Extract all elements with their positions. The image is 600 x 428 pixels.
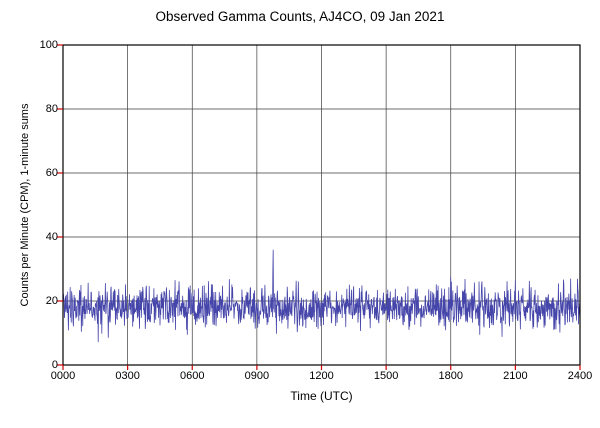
x-axis-label: Time (UTC) (290, 389, 353, 403)
x-tick-label: 1200 (309, 370, 334, 382)
y-tick-label: 0 (51, 359, 58, 371)
y-tick-label: 40 (45, 231, 58, 243)
x-tick-label: 1800 (438, 370, 463, 382)
x-tick-label: 0600 (180, 370, 205, 382)
gamma-trace (62, 249, 581, 343)
chart-title: Observed Gamma Counts, AJ4CO, 09 Jan 202… (155, 9, 445, 24)
y-tick-label: 20 (45, 295, 58, 307)
x-tick-label: 0000 (50, 370, 76, 382)
y-tick-label: 100 (39, 39, 58, 51)
x-tick-label: 0300 (115, 370, 140, 382)
x-tick-label: 1500 (373, 370, 399, 382)
x-tick-label: 0900 (244, 370, 270, 382)
y-tick-label: 80 (45, 103, 58, 115)
x-tick-label: 2100 (503, 370, 528, 382)
y-tick-label: 60 (45, 167, 58, 179)
x-tick-label: 2400 (567, 370, 593, 382)
